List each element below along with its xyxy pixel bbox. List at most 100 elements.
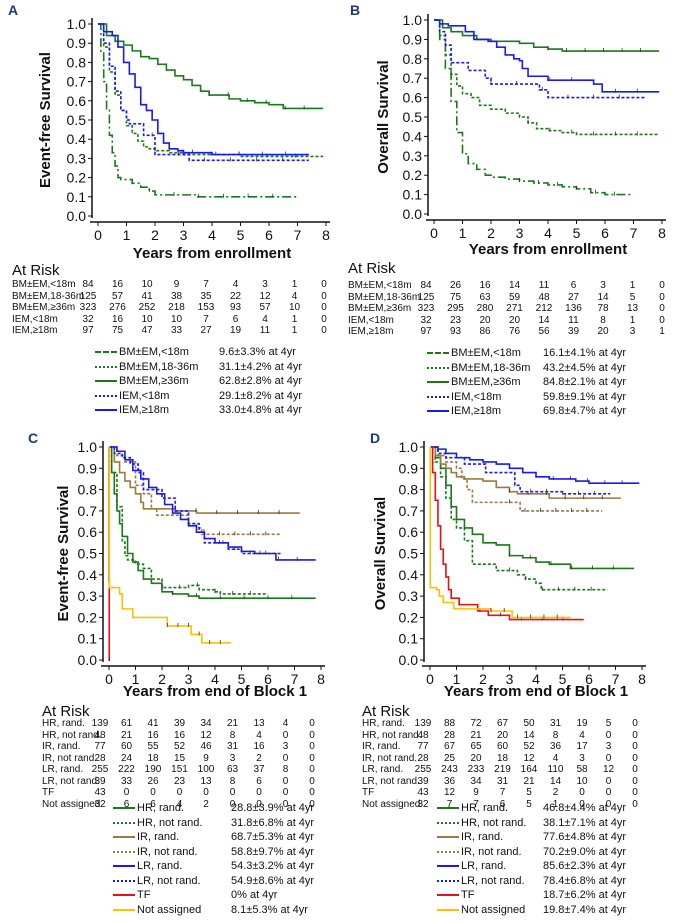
at-risk-value: 14 [597,291,609,303]
panel-label-c: C [28,430,39,446]
legend-line-swatch [427,366,449,369]
at-risk-value: 10 [170,313,183,325]
legend-item: HR, rand. 28.8±3.9% at 4yr [113,801,314,816]
at-risk-value: 0 [605,729,612,741]
series-line-lr-not-rand- [430,446,611,495]
y-tick-label: 0.0 [399,652,419,668]
legend-label: IR, rand. [137,831,180,844]
at-risk-value: 8 [600,314,606,326]
legend-line-swatch [437,850,459,853]
legend-line-swatch [95,409,117,412]
at-risk-value: 22 [229,290,242,302]
at-risk-value: 48 [94,729,106,741]
at-risk-value: 110 [547,764,564,775]
at-risk-row: IR, rand. 77 67 65 60 52 36 17 3 0 [362,741,638,752]
legend-item: BM±EM,<18m 9.6±3.3% at 4yr [95,345,302,360]
at-risk-value: 93 [229,302,242,313]
at-risk-value: 14 [549,775,562,787]
at-risk-row-label: BM±EM,≥36m [348,303,412,314]
legend-label: HR, not rand. [461,816,527,829]
x-tick-label: 6 [601,225,609,241]
legend-annotation: 54.3±3.2% at 4yr [231,860,315,873]
at-risk-value: 13 [626,303,639,314]
at-risk-value: 38 [170,290,183,302]
at-risk-value: 4 [579,729,585,741]
at-risk-value: 32 [417,798,429,810]
at-risk-value: 19 [229,325,242,336]
at-risk-value: 6 [123,798,130,810]
at-risk-value: 50 [523,718,535,729]
x-tick-label: 0 [94,227,102,243]
at-risk-value: 12 [523,752,535,764]
at-risk-value: 4 [282,718,289,729]
at-risk-row: IR, not rand. 28 25 20 18 12 4 3 0 0 [362,752,638,764]
at-risk-value: 39 [94,775,106,787]
x-tick-label: 3 [506,671,514,687]
legend-label: Not assigned [137,903,202,916]
legend-line-swatch [113,879,135,882]
at-risk-value: 17 [576,741,588,752]
at-risk-value: 139 [414,718,432,729]
y-tick-label: 0.7 [67,74,87,90]
at-risk-value: 0 [309,787,315,798]
at-risk-value: 75 [111,325,124,336]
at-risk-value: 0 [632,752,638,764]
y-tick-label: 0.4 [399,567,419,583]
at-risk-row-label: IEM,<18m [348,314,394,326]
at-risk-value: 48 [538,291,550,303]
at-risk-value: 28 [94,752,106,764]
x-tick-label: 4 [544,225,552,241]
legend-label: IR, rand. [461,831,504,844]
at-risk-value: 0 [309,729,315,741]
legend-annotation: 31.8±6.8% at 4yr [231,816,315,829]
at-risk-row-label: IR, not rand. [362,752,418,764]
at-risk-value: 0 [632,775,638,787]
at-risk-value: 0 [579,787,585,798]
at-risk-value: 15 [173,752,186,764]
at-risk-value: 3 [579,752,585,764]
legend-line-swatch [427,395,449,398]
y-tick-label: 0.1 [67,189,87,205]
at-risk-value: 41 [147,718,159,729]
at-risk-value: 33 [120,775,133,787]
at-risk-value: 39 [173,718,186,729]
at-risk-value: 5 [629,291,636,303]
x-tick-label: 8 [658,225,666,241]
at-risk-value: 28 [443,729,456,741]
at-risk-value: 255 [414,764,432,775]
legend-annotation: 33.0±4.8% at 4yr [219,404,303,417]
at-risk-value: 0 [309,775,315,787]
legend-line-swatch [427,352,449,355]
at-risk-value: 10 [141,313,153,325]
at-risk-value: 21 [226,718,239,729]
legend-label: HR, rand. [461,802,509,815]
at-risk-value: 10 [141,279,153,290]
at-risk-row-label: IR, rand. [42,741,81,752]
y-axis-title: Overall Survival [372,497,389,610]
series-line-ir-not-rand- [109,446,282,536]
at-risk-value: 1 [291,279,298,290]
at-risk-value: 20 [479,314,491,326]
y-tick-label: 0.0 [403,206,423,222]
at-risk-value: 0 [659,314,665,326]
legend-item: Not assigned 8.1±5.3% at 4yr [113,903,314,918]
at-risk-value: 23 [173,775,186,787]
legend-annotation: 77.6±4.8% at 4yr [543,831,627,844]
at-risk-value: 0 [632,729,638,741]
at-risk-value: 97 [420,326,432,337]
at-risk-value: 59 [508,291,521,303]
at-risk-value: 63 [479,291,491,303]
at-risk-value: 14 [508,280,521,291]
x-tick-label: 2 [158,671,166,687]
at-risk-value: 164 [520,764,538,775]
panel-label-b: B [350,2,361,18]
at-risk-value: 16 [253,741,265,752]
at-risk-row: HR, not rand. 48 28 21 20 14 8 4 0 0 [362,730,638,741]
legend-annotation: 0% at 4yr [231,889,278,902]
y-tick-label: 0.4 [403,128,423,144]
at-risk-value: 34 [470,775,482,787]
at-risk-value: 5 [526,787,532,798]
y-tick-label: 0.7 [399,503,419,519]
y-tick-label: 0.2 [67,170,87,186]
